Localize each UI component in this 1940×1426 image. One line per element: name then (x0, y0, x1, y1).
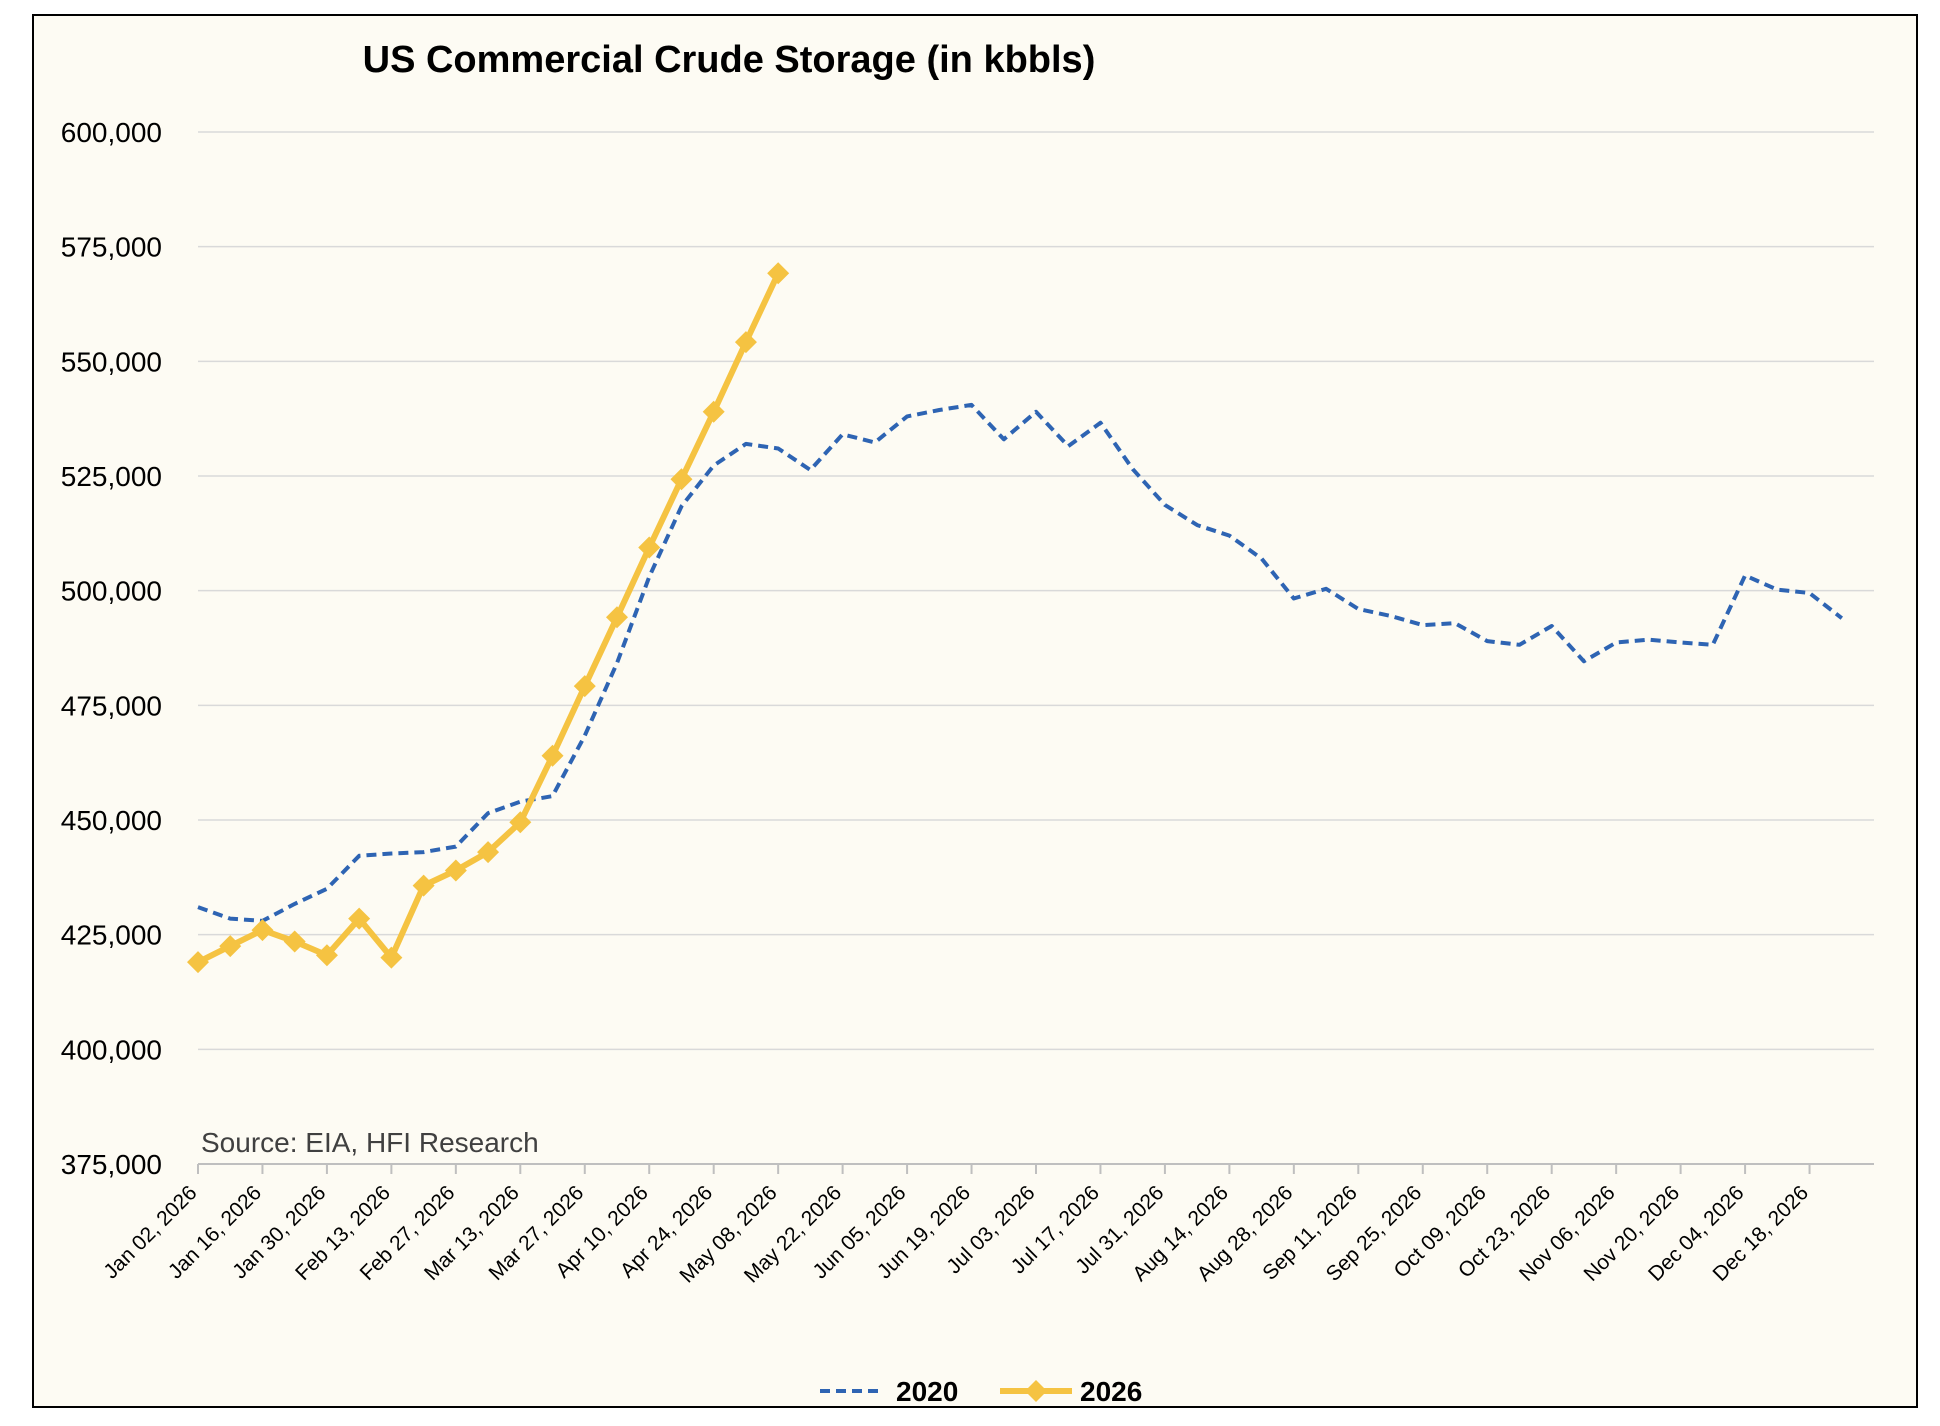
y-tick-label: 500,000 (61, 576, 162, 607)
series-2026-marker (541, 744, 564, 767)
y-tick-label: 475,000 (61, 690, 162, 721)
series-2026-marker (767, 262, 790, 285)
series-2026-marker (348, 907, 371, 930)
y-tick-label: 425,000 (61, 920, 162, 951)
gridlines (198, 131, 1874, 1165)
series-2026-marker (670, 468, 693, 491)
series-2026-marker (606, 606, 628, 629)
legend-2026-marker (1025, 1380, 1047, 1402)
y-tick-label: 450,000 (61, 805, 162, 836)
series-2026-marker (283, 930, 306, 953)
series-2026-marker (477, 841, 500, 864)
source-annotation: Source: EIA, HFI Research (201, 1127, 539, 1158)
series-2026-marker (187, 951, 209, 974)
y-tick-label: 400,000 (61, 1034, 162, 1065)
series-2026-marker (315, 944, 338, 967)
y-tick-label: 600,000 (61, 117, 162, 148)
chart-title: US Commercial Crude Storage (in kbbls) (363, 39, 1096, 81)
series-2026-marker (734, 331, 757, 354)
series-layer (187, 262, 1844, 974)
y-tick-label: 375,000 (61, 1149, 162, 1180)
series-2026-marker (380, 946, 403, 969)
series-2026-marker (444, 859, 467, 882)
series-2020-line (197, 402, 1844, 923)
series-2026-marker (509, 811, 532, 834)
series-2026-marker (219, 935, 242, 958)
y-tick-label: 550,000 (61, 346, 162, 377)
legend-2020-label: 2020 (896, 1376, 958, 1407)
series-2026-marker (412, 874, 435, 897)
y-tick-label: 575,000 (61, 232, 162, 263)
series-2026-marker (251, 919, 274, 942)
line-chart: US Commercial Crude Storage (in kbbls) 3… (61, 39, 1874, 1407)
legend-2026-label: 2026 (1080, 1376, 1142, 1407)
legend: 2020 2026 (820, 1376, 1142, 1407)
series-2026-marker (638, 536, 661, 559)
y-axis: 375,000 400,000 425,000 450,000 475,000 500,0… (61, 117, 162, 1180)
series-2026-marker (573, 675, 596, 698)
series-2026-marker (702, 400, 725, 423)
chart-frame: US Commercial Crude Storage (in kbbls) 3… (32, 14, 1918, 1408)
y-tick-label: 525,000 (61, 461, 162, 492)
